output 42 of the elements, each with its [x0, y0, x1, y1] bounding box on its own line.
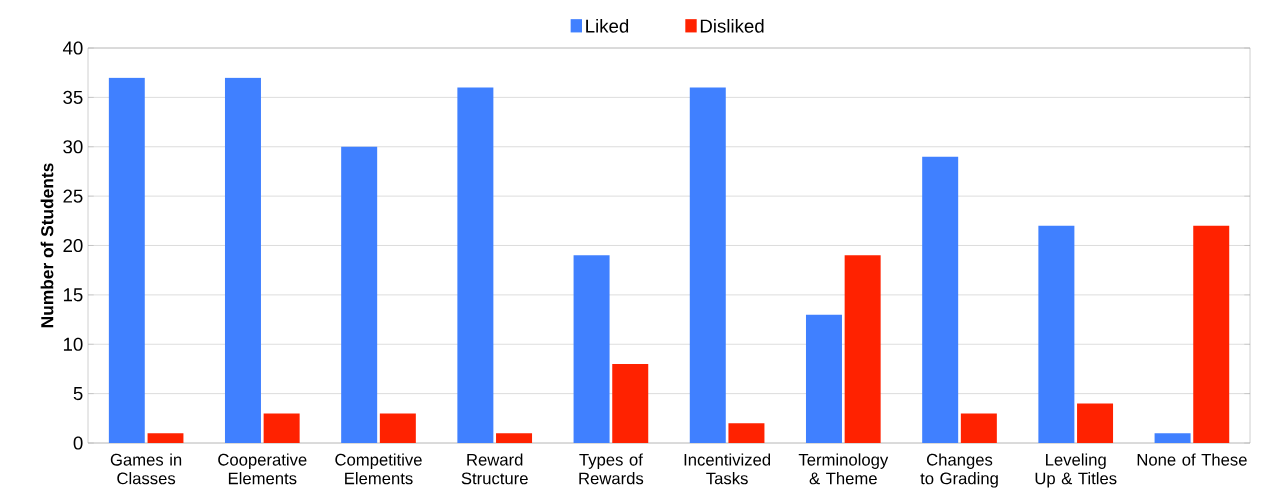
bar	[844, 255, 881, 443]
x-tick-label: Games in Classes	[110, 453, 182, 485]
bar	[1038, 225, 1075, 443]
x-tick-label: Incentivized Tasks	[684, 453, 771, 485]
x-tick-label: Types of Rewards	[579, 453, 644, 485]
bar	[805, 314, 842, 443]
x-tick-label: Changes to Grading	[920, 453, 998, 488]
y-tick-label: 10	[63, 337, 83, 351]
bar	[263, 413, 300, 443]
legend-label: Disliked	[700, 18, 764, 33]
x-tick-label: Leveling Up & Titles	[1035, 453, 1117, 488]
bar	[341, 146, 378, 443]
bar	[922, 156, 959, 443]
y-tick-label: 35	[63, 90, 83, 104]
bar	[496, 433, 533, 443]
legend-label: Liked	[586, 18, 629, 33]
bar	[960, 413, 997, 443]
y-tick-label: 20	[63, 238, 83, 253]
x-tick-label: Terminology & Theme	[798, 453, 889, 485]
bar	[1077, 403, 1114, 443]
y-tick-label: 25	[63, 189, 83, 203]
bar	[108, 77, 145, 443]
bar	[457, 87, 494, 443]
y-tick-label: 30	[63, 140, 83, 154]
bar	[224, 77, 261, 443]
x-tick-label: Cooperative Elements	[218, 453, 307, 485]
bar	[689, 87, 726, 443]
y-tick-label: 40	[62, 41, 83, 55]
x-tick-label: None of These	[1137, 453, 1247, 466]
y-tick-label: 5	[73, 387, 83, 401]
bar	[612, 364, 649, 443]
bar	[573, 255, 610, 443]
bar	[147, 433, 184, 443]
bar	[728, 423, 765, 443]
x-tick-label: Competitive Elements	[335, 453, 422, 485]
x-tick-label: Reward Structure	[461, 453, 528, 485]
bar	[1193, 225, 1230, 443]
bar	[1154, 433, 1191, 443]
y-tick-label: 0	[73, 436, 83, 450]
bar	[379, 413, 416, 443]
y-tick-label: 15	[63, 288, 83, 302]
y-axis-title: Number of Students	[40, 163, 54, 328]
